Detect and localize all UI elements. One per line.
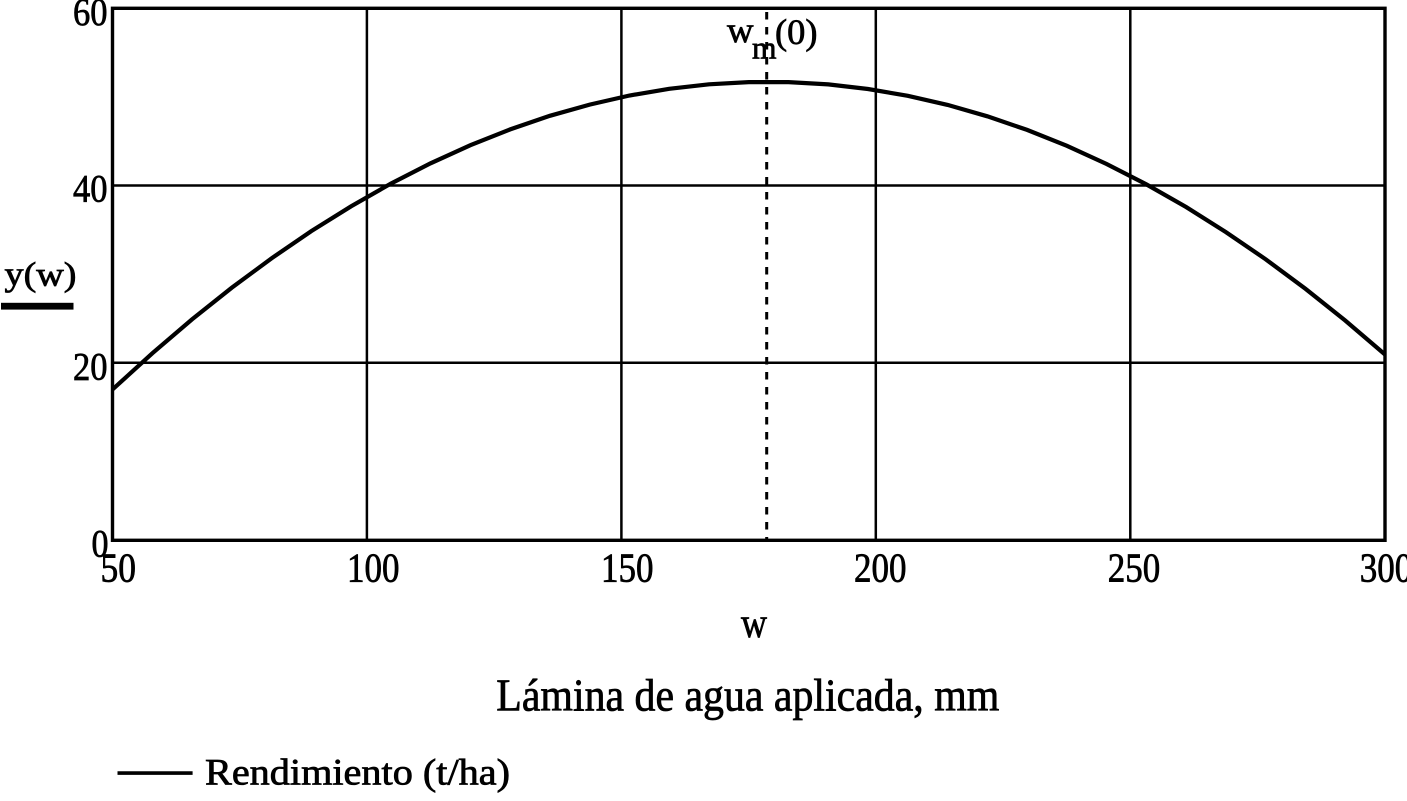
svg-text:250: 250 xyxy=(1108,545,1161,591)
svg-text:200: 200 xyxy=(854,545,907,591)
svg-text:20: 20 xyxy=(73,346,108,389)
svg-text:50: 50 xyxy=(101,545,137,591)
svg-text:150: 150 xyxy=(601,545,654,591)
svg-text:y(w): y(w) xyxy=(5,257,77,294)
svg-text:w: w xyxy=(727,10,754,50)
svg-text:100: 100 xyxy=(347,545,400,591)
svg-text:w: w xyxy=(741,601,768,647)
svg-text:m: m xyxy=(752,30,777,66)
svg-text:Lámina de agua aplicada, mm: Lámina de agua aplicada, mm xyxy=(496,670,999,721)
svg-text:(0): (0) xyxy=(775,12,818,52)
svg-text:300: 300 xyxy=(1360,545,1407,591)
svg-text:0: 0 xyxy=(92,522,109,565)
svg-text:Rendimiento (t/ha): Rendimiento (t/ha) xyxy=(205,752,510,793)
svg-text:40: 40 xyxy=(73,168,108,211)
svg-text:60: 60 xyxy=(73,0,108,34)
